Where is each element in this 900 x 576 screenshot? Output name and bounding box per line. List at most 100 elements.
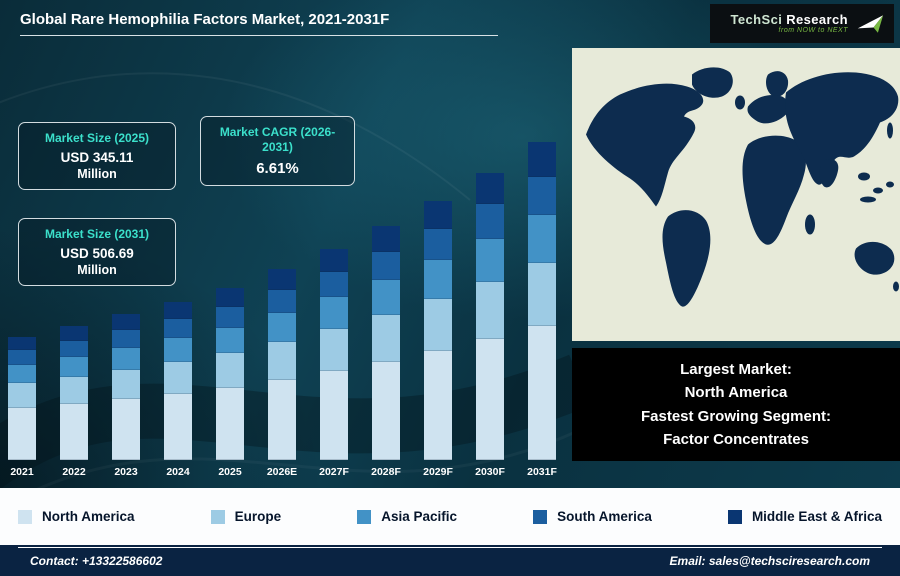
x-axis-label: 2030F [475, 466, 505, 478]
legend-swatch [727, 509, 742, 524]
bar-segment [164, 361, 192, 394]
bar-segment [112, 347, 140, 370]
bar-segment [112, 398, 140, 460]
legend-label: North America [42, 509, 135, 524]
bar-segment [476, 172, 504, 205]
bar-segment [268, 290, 296, 314]
bar-segment [164, 338, 192, 362]
bar-segment [476, 339, 504, 460]
bar-segment [8, 383, 36, 409]
x-axis-label: 2025 [218, 466, 242, 478]
bar-column: 2025 [216, 288, 244, 478]
bar-segment [216, 327, 244, 354]
bar-segment [268, 313, 296, 342]
bar-stack [268, 269, 296, 460]
bar-segment [268, 379, 296, 460]
bar-segment [112, 330, 140, 348]
page-title: Global Rare Hemophilia Factors Market, 2… [20, 11, 498, 36]
bar-stack [476, 172, 504, 460]
x-axis-label: 2031F [527, 466, 557, 478]
bar-segment [60, 356, 88, 377]
market-cagr-title: Market CAGR (2026-2031) [219, 125, 336, 154]
bar-segment [164, 301, 192, 320]
bar-segment [164, 319, 192, 339]
bar-segment [424, 299, 452, 352]
bar-segment [320, 248, 348, 273]
callout-fastest-segment-label: Fastest Growing Segment: [640, 407, 832, 425]
bar-segment [372, 315, 400, 362]
market-cagr-value: 6.61% [256, 160, 299, 177]
bar-segment [216, 288, 244, 307]
bar-segment [372, 361, 400, 460]
bar-segment [320, 329, 348, 372]
bar-column: 2023 [112, 314, 140, 478]
bar-segment [8, 350, 36, 365]
logo-brand-techsci: TechSci [730, 11, 783, 27]
bar-segment [476, 204, 504, 239]
bar-segment [112, 314, 140, 331]
paper-plane-icon [857, 14, 884, 33]
market-size-2025-box: Market Size (2025) USD 345.11 Million [18, 122, 176, 190]
techsci-logo: TechSci Research from NOW to NEXT [710, 4, 894, 43]
bar-segment [60, 376, 88, 404]
legend-label: Asia Pacific [381, 509, 457, 524]
market-size-2031-value: USD 506.69 [60, 246, 134, 261]
bar-segment [216, 306, 244, 328]
x-axis-label: 2028F [371, 466, 401, 478]
bar-stack [424, 200, 452, 460]
market-size-2025-unit: Million [77, 167, 117, 181]
legend-item: Europe [210, 509, 282, 524]
bar-segment [8, 408, 36, 460]
footer-email: Email: sales@techsciresearch.com [669, 554, 870, 568]
bar-segment [60, 403, 88, 460]
bar-segment [424, 260, 452, 300]
bar-stack [8, 336, 36, 460]
bar-column: 2022 [60, 325, 88, 478]
bar-column: 2024 [164, 301, 192, 478]
bar-segment [476, 238, 504, 282]
bar-column: 2030F [475, 172, 505, 478]
legend-label: Europe [234, 509, 282, 524]
legend-item: Asia Pacific [357, 509, 457, 524]
bar-segment [216, 353, 244, 388]
x-axis-label: 2022 [62, 466, 86, 478]
bar-segment [8, 336, 36, 351]
bar-column: 2028F [371, 226, 401, 478]
legend-swatch [357, 509, 372, 524]
bar-stack [164, 301, 192, 460]
market-size-2025-title: Market Size (2025) [44, 131, 150, 145]
chart-legend: North America Europe Asia Pacific South Ame… [0, 488, 900, 545]
legend-label: South America [557, 509, 652, 524]
bar-segment [164, 393, 192, 460]
bar-segment [60, 325, 88, 341]
bar-stack [528, 141, 556, 460]
callout-fastest-segment-value: Factor Concentrates [663, 430, 809, 448]
bar-segment [528, 141, 556, 177]
x-axis-label: 2029F [423, 466, 453, 478]
bar-column: 2029F [423, 200, 453, 478]
bar-segment [320, 371, 348, 460]
legend-item: North America [18, 509, 135, 524]
market-size-2031-box: Market Size (2031) USD 506.69 Million [18, 218, 176, 286]
bar-chart: 2021 2022 2023 2024 2025 2026E 2027F 2028F 2029F… [8, 141, 557, 478]
world-map [572, 48, 900, 341]
bar-segment [528, 326, 556, 460]
bar-segment [268, 341, 296, 380]
logo-tagline: from NOW to NEXT [778, 26, 848, 34]
bar-segment [112, 369, 140, 399]
bar-segment [216, 387, 244, 460]
legend-label: Middle East & Africa [751, 509, 882, 524]
bar-segment [320, 272, 348, 298]
bar-segment [372, 226, 400, 252]
chart-area: Market Size (2025) USD 345.11 Million Ma… [0, 48, 565, 488]
callout-largest-market-value: North America [684, 384, 788, 402]
bar-stack [372, 226, 400, 460]
bar-column: 2031F [527, 141, 557, 478]
bar-segment [424, 229, 452, 261]
bar-column: 2021 [8, 336, 36, 478]
market-callout-box: Largest Market: North America Fastest Gr… [572, 348, 900, 461]
bar-stack [320, 248, 348, 460]
chart-background: Global Rare Hemophilia Factors Market, 2… [0, 0, 900, 488]
bar-column: 2026E [267, 269, 297, 478]
